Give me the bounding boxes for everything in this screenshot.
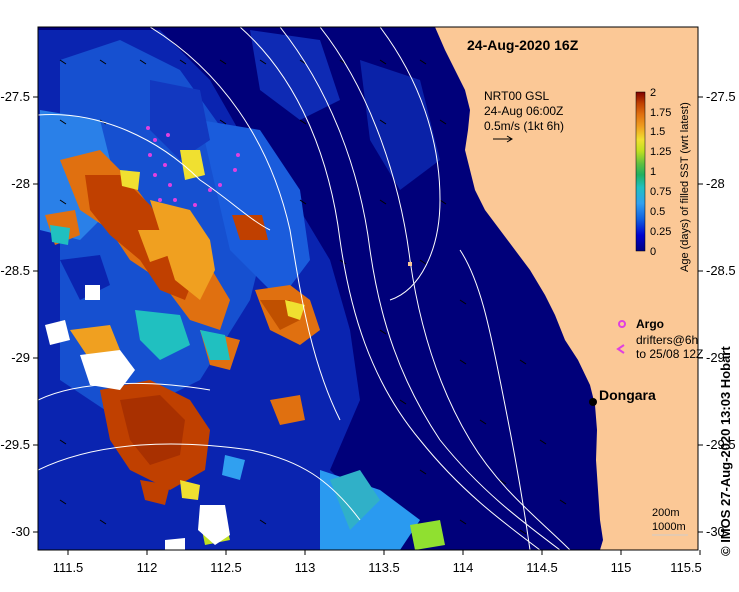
depth-contours <box>38 27 571 550</box>
product-line3: 0.5m/s (1kt 6h) <box>484 119 564 133</box>
colorbar-tick: 0.75 <box>650 186 671 198</box>
colorbar-tick: 1.5 <box>650 126 665 138</box>
colorbar-tick: 0.25 <box>650 226 671 238</box>
sst-old-patches <box>45 150 320 505</box>
y-axis-labels-right: -27.5 -28 -28.5 -29 -29.5 -30 <box>706 89 736 539</box>
depth-label-200m: 200m <box>652 507 680 519</box>
y-tick-label: -28 <box>11 176 30 191</box>
scale-arrow-icon <box>493 135 513 143</box>
x-tick-label: 115 <box>611 560 632 575</box>
x-tick-label: 113.5 <box>368 560 400 575</box>
y-tick-label: -29 <box>11 350 30 365</box>
plot-frame <box>37 26 699 551</box>
colorbar-tick: 1 <box>650 166 656 178</box>
argo-drifters <box>146 126 240 207</box>
depth-legend: 200m 1000m <box>652 507 688 536</box>
colorbar-tick: 0.5 <box>650 206 665 218</box>
argo-marker-icon <box>618 320 626 328</box>
y-tick-label: -28.5 <box>0 263 30 278</box>
colorbar-tick: 1.75 <box>650 107 671 119</box>
x-axis-labels: 111.5 112 112.5 113 113.5 114 114.5 115 … <box>53 560 702 575</box>
product-info: NRT00 GSL 24-Aug 06:00Z 0.5m/s (1kt 6h) <box>484 89 564 133</box>
colorbar-tick: 1.25 <box>650 146 671 158</box>
y-tick-label: -29.5 <box>0 437 30 452</box>
x-tick-label: 112.5 <box>210 560 242 575</box>
argo-legend: Argo drifters@6h to 25/08 12Z <box>616 317 703 361</box>
y-tick-label-right: -28.5 <box>706 263 736 278</box>
colorbar: 2 1.75 1.5 1.25 1 0.75 0.5 0.25 0 Age (d… <box>635 87 691 272</box>
y-axis-labels: -27.5 -28 -28.5 -29 -29.5 -30 <box>0 89 30 539</box>
sst-mid-patches <box>50 150 445 550</box>
place-label-dongara: Dongara <box>599 387 656 403</box>
no-data-patches <box>45 285 230 550</box>
drifters-label-line2: to 25/08 12Z <box>636 347 703 361</box>
x-tick-label: 114.5 <box>526 560 558 575</box>
product-line2: 24-Aug 06:00Z <box>484 104 563 118</box>
y-tick-label-right: -30 <box>706 524 725 539</box>
drifters-label-line1: drifters@6h <box>636 333 698 347</box>
x-tick-label: 111.5 <box>53 560 84 575</box>
x-tick-label: 112 <box>137 560 158 575</box>
colorbar-tick: 2 <box>650 87 656 99</box>
y-tick-label-right: -29 <box>706 350 725 365</box>
colorbar-title: Age (days) of filled SST (wrt latest) <box>679 102 691 272</box>
x-tick-label: 115.5 <box>670 560 702 575</box>
map-timestamp: 24-Aug-2020 16Z <box>467 37 579 53</box>
colorbar-tick: 0 <box>650 246 656 258</box>
y-tick-label: -27.5 <box>0 89 30 104</box>
drifter-marker-icon <box>616 344 625 354</box>
map-plot-area <box>38 27 698 550</box>
argo-label: Argo <box>636 317 664 331</box>
colorbar-gradient <box>635 91 646 252</box>
y-tick-label: -30 <box>11 524 30 539</box>
depth-label-1000m: 1000m <box>652 521 686 533</box>
land-mass <box>435 27 698 550</box>
product-line1: NRT00 GSL <box>484 89 549 103</box>
x-tick-label: 114 <box>453 560 474 575</box>
y-tick-label-right: -27.5 <box>706 89 736 104</box>
dongara-marker-icon <box>589 398 597 406</box>
y-tick-label-right: -29.5 <box>706 437 736 452</box>
credit-text: © IMOS 27-Aug-2020 13:03 Hobart <box>718 346 733 556</box>
land-speck <box>408 262 412 266</box>
y-tick-label-right: -28 <box>706 176 725 191</box>
axis-ticks <box>33 96 703 555</box>
x-tick-label: 113 <box>295 560 316 575</box>
